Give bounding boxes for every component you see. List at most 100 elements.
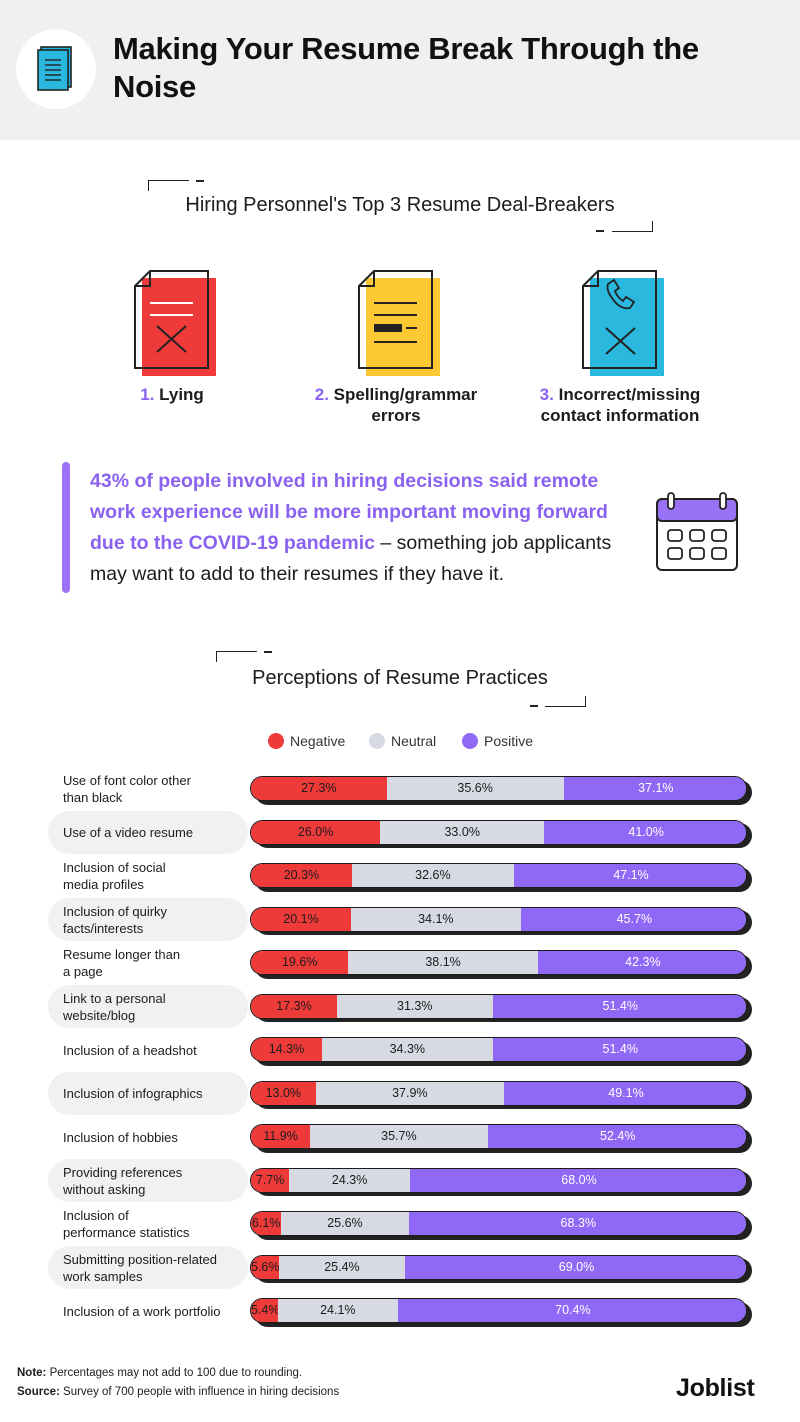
bar-segment-neutral: 24.3% bbox=[289, 1168, 411, 1192]
bar-segment-negative: 20.1% bbox=[251, 907, 351, 931]
bracket-dash bbox=[264, 651, 272, 653]
chart-title: Perceptions of Resume Practices bbox=[252, 667, 548, 689]
bracket-dash bbox=[196, 180, 204, 182]
row-highlight bbox=[48, 898, 248, 941]
category-label-line: Inclusion of hobbies bbox=[63, 1129, 178, 1145]
stacked-bar: 6.1% 25.6% 68.3% bbox=[250, 1211, 747, 1236]
dealbreaker-1: 1. Lying bbox=[140, 385, 204, 404]
bar-segment-neutral: 32.6% bbox=[351, 864, 514, 887]
bar-segment-negative: 13.0% bbox=[251, 1081, 316, 1105]
category-label-line: Inclusion of bbox=[63, 1208, 129, 1223]
bar-segment-negative: 6.1% bbox=[251, 1212, 282, 1235]
category-label-line: than black bbox=[63, 790, 123, 805]
category-label: Inclusion of a headshot bbox=[63, 1042, 253, 1059]
bar-segment-positive: 51.4% bbox=[492, 994, 746, 1018]
category-label: Inclusion of a work portfolio bbox=[63, 1303, 253, 1320]
bar-segment-negative: 26.0% bbox=[251, 820, 381, 844]
row-highlight bbox=[48, 1072, 248, 1115]
category-label-line: Inclusion of social bbox=[63, 860, 166, 875]
bracket-dash bbox=[530, 705, 538, 707]
category-label-line: media profiles bbox=[63, 877, 144, 892]
category-label-line: facts/interests bbox=[63, 920, 144, 936]
dealbreaker-3: 3. Incorrect/missing contact information bbox=[539, 385, 701, 425]
bar-segment-neutral: 24.1% bbox=[277, 1299, 398, 1322]
category-label: Inclusion of performance statistics bbox=[63, 1207, 253, 1241]
bar-segment-positive: 47.1% bbox=[513, 864, 746, 887]
legend-swatch bbox=[462, 733, 478, 749]
category-label-line: Resume longer than bbox=[63, 947, 181, 962]
stacked-bar: 17.3% 31.3% 51.4% bbox=[250, 993, 747, 1019]
category-label-line: Providing references bbox=[63, 1164, 183, 1180]
bar-segment-negative: 20.3% bbox=[251, 864, 352, 887]
bar-segment-neutral: 31.3% bbox=[336, 994, 493, 1018]
category-label: Submitting position-related work samples bbox=[63, 1251, 253, 1285]
category-label-line: Use of a video resume bbox=[63, 825, 194, 840]
bar-segment-negative: 17.3% bbox=[251, 994, 337, 1018]
row-highlight bbox=[48, 1246, 248, 1289]
bar-segment-neutral: 37.9% bbox=[315, 1081, 504, 1105]
legend-neutral: Neutral bbox=[369, 731, 436, 751]
category-label: Use of font color other than black bbox=[63, 772, 253, 806]
header-icon-circle bbox=[16, 29, 96, 109]
bar-segment-neutral: 34.3% bbox=[322, 1038, 493, 1061]
category-label: Resume longer than a page bbox=[63, 946, 253, 980]
callout-text: 43% of people involved in hiring decisio… bbox=[90, 470, 612, 585]
footnote: Note: Percentages may not add to 100 due… bbox=[17, 1367, 303, 1379]
bar-segment-positive: 49.1% bbox=[503, 1081, 746, 1105]
stacked-bar: 20.3% 32.6% 47.1% bbox=[250, 863, 747, 888]
joblist-logo: Joblist bbox=[676, 1374, 755, 1402]
category-label: Use of a video resume bbox=[63, 824, 253, 841]
corner-bracket-top bbox=[216, 651, 257, 662]
category-label-line: Link to a personal bbox=[63, 990, 166, 1006]
bar-segment-negative: 5.4% bbox=[251, 1299, 280, 1322]
page-title: Making Your Resume Break Through the Noi… bbox=[113, 31, 699, 104]
bar-segment-positive: 41.0% bbox=[544, 820, 746, 844]
bar-segment-neutral: 33.0% bbox=[380, 820, 545, 844]
callout-accent-bar bbox=[62, 462, 70, 593]
stacked-bar: 11.9% 35.7% 52.4% bbox=[250, 1124, 747, 1149]
corner-bracket-bottom bbox=[612, 221, 653, 232]
stacked-bar: 5.4% 24.1% 70.4% bbox=[250, 1298, 747, 1323]
stacked-bar: 13.0% 37.9% 49.1% bbox=[250, 1080, 747, 1106]
category-label-line: without asking bbox=[63, 1181, 146, 1197]
stacked-bar: 19.6% 38.1% 42.3% bbox=[250, 950, 747, 975]
category-label-line: work samples bbox=[63, 1268, 143, 1284]
row-highlight bbox=[48, 1159, 248, 1202]
category-label-line: a page bbox=[63, 964, 103, 979]
category-label-line: Inclusion of quirky bbox=[63, 903, 168, 919]
category-label: Providing references without asking bbox=[63, 1164, 253, 1198]
category-label-line: Submitting position-related bbox=[63, 1251, 217, 1267]
stacked-bar: 20.1% 34.1% 45.7% bbox=[250, 906, 747, 932]
category-label: Link to a personal website/blog bbox=[63, 990, 253, 1024]
row-highlight bbox=[48, 811, 248, 854]
category-label-line: performance statistics bbox=[63, 1225, 190, 1240]
bar-segment-positive: 69.0% bbox=[405, 1255, 746, 1279]
category-label-line: website/blog bbox=[63, 1007, 136, 1023]
stacked-bar: 26.0% 33.0% 41.0% bbox=[250, 819, 747, 845]
dealbreaker-2: 2. Spelling/grammar errors bbox=[314, 385, 478, 425]
legend-swatch bbox=[268, 733, 284, 749]
calendar-icon bbox=[656, 492, 738, 571]
document-icon bbox=[37, 46, 72, 91]
stacked-bar: 27.3% 35.6% 37.1% bbox=[250, 776, 747, 801]
bar-segment-negative: 19.6% bbox=[251, 951, 349, 974]
legend-positive: Positive bbox=[462, 731, 533, 751]
category-label-line: Inclusion of a headshot bbox=[63, 1042, 197, 1058]
bar-segment-positive: 68.3% bbox=[408, 1212, 746, 1235]
bar-segment-neutral: 38.1% bbox=[348, 951, 538, 974]
bar-segment-neutral: 34.1% bbox=[350, 907, 521, 931]
stacked-bar: 7.7% 24.3% 68.0% bbox=[250, 1167, 747, 1193]
dealbreakers-title: Hiring Personnel's Top 3 Resume Deal-Bre… bbox=[185, 194, 615, 216]
bar-segment-negative: 14.3% bbox=[251, 1038, 323, 1061]
redacted-document-icon bbox=[358, 270, 440, 376]
category-label-line: Inclusion of a work portfolio bbox=[63, 1303, 221, 1319]
bar-segment-positive: 68.0% bbox=[410, 1168, 746, 1192]
category-label: Inclusion of hobbies bbox=[63, 1129, 253, 1146]
crossed-document-icon bbox=[134, 270, 216, 376]
bracket-dash bbox=[596, 230, 604, 232]
stacked-bar: 5.6% 25.4% 69.0% bbox=[250, 1254, 747, 1280]
bar-segment-positive: 42.3% bbox=[537, 951, 746, 974]
category-label: Inclusion of social media profiles bbox=[63, 859, 253, 893]
source-note: Source: Survey of 700 people with influe… bbox=[17, 1386, 340, 1398]
bar-segment-neutral: 25.4% bbox=[278, 1255, 406, 1279]
